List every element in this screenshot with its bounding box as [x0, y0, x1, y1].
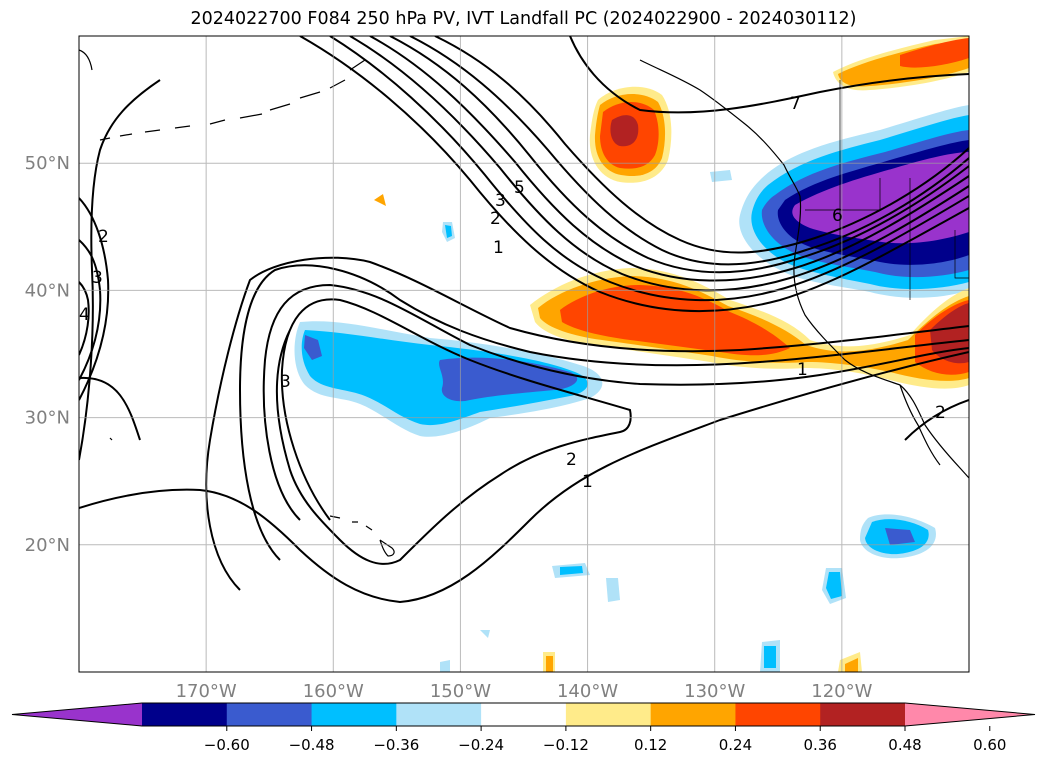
small-negative-spot-11 [440, 660, 450, 672]
pv-contour-1-south [79, 351, 969, 604]
contour-label: 5 [514, 178, 525, 198]
latitude-tick-label: 40°N [25, 280, 70, 301]
pv-contour-2-south [79, 298, 632, 565]
longitude-tick-label: 160°W [303, 681, 364, 702]
colorbar-segment [226, 703, 313, 726]
longitude-tick-label: 140°W [557, 681, 618, 702]
pv-contour-7-north [434, 36, 969, 254]
colorbar-segment [650, 703, 736, 726]
colorbar-tick-label: −0.60 [204, 736, 250, 754]
latitude-tick-label: 30°N [25, 408, 70, 429]
contour-label: 3 [92, 268, 103, 288]
colorbar-extension-min [12, 703, 142, 726]
longitude-tick-label: 170°W [176, 681, 237, 702]
small-positive-spot-5 [845, 658, 858, 672]
small-negative-spot-8 [606, 578, 620, 602]
colorbar: −0.60 −0.48 −0.36 −0.24 −0.12 0.12 0.24 0.36 0.4… [11, 702, 1036, 754]
aleutian-islands [99, 59, 366, 141]
contour-label-layer: 7 5 3 2 1 6 1 2 1 3 2 3 4 2 [79, 94, 946, 492]
colorbar-segment [735, 703, 821, 726]
pv-contour-1-north [299, 36, 969, 313]
small-positive-spot [374, 194, 386, 206]
positive-anomaly-region-northeast-3 [900, 38, 969, 68]
colorbar-segment [142, 703, 228, 726]
contour-label: 3 [495, 191, 506, 211]
map-frame [78, 35, 970, 673]
state-borders [839, 80, 969, 300]
longitude-tick-label: 130°W [684, 681, 745, 702]
positive-anomaly-region-offshore-3 [560, 285, 969, 375]
contour-label: 6 [832, 206, 843, 226]
small-negative-spot-12 [480, 630, 490, 638]
small-negative-spot-10 [764, 646, 776, 668]
contour-label: 2 [935, 403, 946, 423]
colorbar-tick-label: −0.24 [458, 736, 504, 754]
colorbar-tick-label: 0.48 [888, 736, 921, 754]
colorbar-segment [396, 703, 482, 726]
axis-tick-labels: 170°W 160°W 150°W 140°W 130°W 120°W 20°N 30°N 40… [25, 153, 873, 702]
negative-anomaly-region-northwest-5 [792, 152, 969, 244]
pv-contour-3-north [349, 36, 969, 292]
pv-contour-4-north [369, 36, 969, 282]
kamchatka-coast [79, 49, 93, 71]
positive-anomaly-region-offshore-4 [930, 303, 969, 364]
latitude-tick-label: 50°N [25, 153, 70, 174]
contour-label: 2 [566, 450, 577, 470]
pv-contour-west-4 [79, 281, 90, 356]
contour-label: 4 [79, 305, 90, 325]
colorbar-outline [11, 702, 1036, 727]
pv-contour-6-north [409, 36, 969, 266]
pv-contour-1-southeast [904, 399, 969, 441]
small-negative-spot-3 [710, 170, 732, 182]
colorbar-segment [565, 703, 652, 726]
colorbar-segment [820, 703, 906, 726]
pv-contour-4-south [238, 264, 969, 561]
colorbar-tick-label: −0.48 [289, 736, 335, 754]
contour-label: 2 [490, 209, 501, 229]
contour-label: 3 [280, 372, 291, 392]
map-title: 2024022700 F084 250 hPa PV, IVT Landfall… [190, 9, 857, 29]
positive-anomaly-region-gulf-of-alaska-4 [610, 115, 639, 147]
midway-dot [109, 437, 113, 441]
colorbar-tick-label: −0.36 [373, 736, 419, 754]
us-west-coast [793, 195, 969, 479]
colorbar-tick-label: 0.24 [719, 736, 752, 754]
contour-label: 2 [98, 227, 109, 247]
small-negative-spot-7 [560, 566, 583, 575]
contour-label: 1 [493, 238, 504, 258]
contour-label: 7 [790, 94, 801, 114]
contour-label: 1 [582, 472, 593, 492]
colorbar-segment [481, 703, 567, 726]
latitude-tick-label: 20°N [25, 535, 70, 556]
colorbar-segment [311, 703, 397, 726]
pv-contour-3-south [262, 283, 969, 521]
longitude-tick-label: 120°W [811, 681, 872, 702]
pv-anomaly-shading [294, 36, 969, 672]
colorbar-tick-label: 0.12 [634, 736, 667, 754]
colorbar-tick-label: −0.12 [543, 736, 589, 754]
pv-contour-west-2 [79, 197, 110, 401]
colorbar-tick-label: 0.60 [973, 736, 1006, 754]
pv-contour-5-north [389, 36, 969, 274]
small-negative-spot-5 [826, 572, 842, 599]
hawaii-islands [329, 515, 395, 557]
small-positive-spot-3 [546, 656, 553, 672]
longitude-tick-label: 150°W [430, 681, 491, 702]
coastlines [79, 49, 969, 557]
map-gridlines [79, 36, 969, 672]
colorbar-extension-max [905, 703, 1035, 726]
negative-anomaly-region-central-pacific-core [304, 335, 578, 402]
baja-california [899, 384, 941, 466]
small-negative-region-southeast-3 [885, 528, 915, 545]
colorbar-tick-label: 0.36 [804, 736, 837, 754]
contour-label: 1 [797, 360, 808, 380]
alaska-coast [639, 59, 801, 197]
pv-contours [79, 36, 969, 604]
pv-contour-7-arctic [569, 36, 969, 114]
pv-contour-2-north [329, 36, 969, 302]
small-negative-spot-2 [445, 225, 452, 238]
pv-contour-5-south [205, 256, 969, 591]
